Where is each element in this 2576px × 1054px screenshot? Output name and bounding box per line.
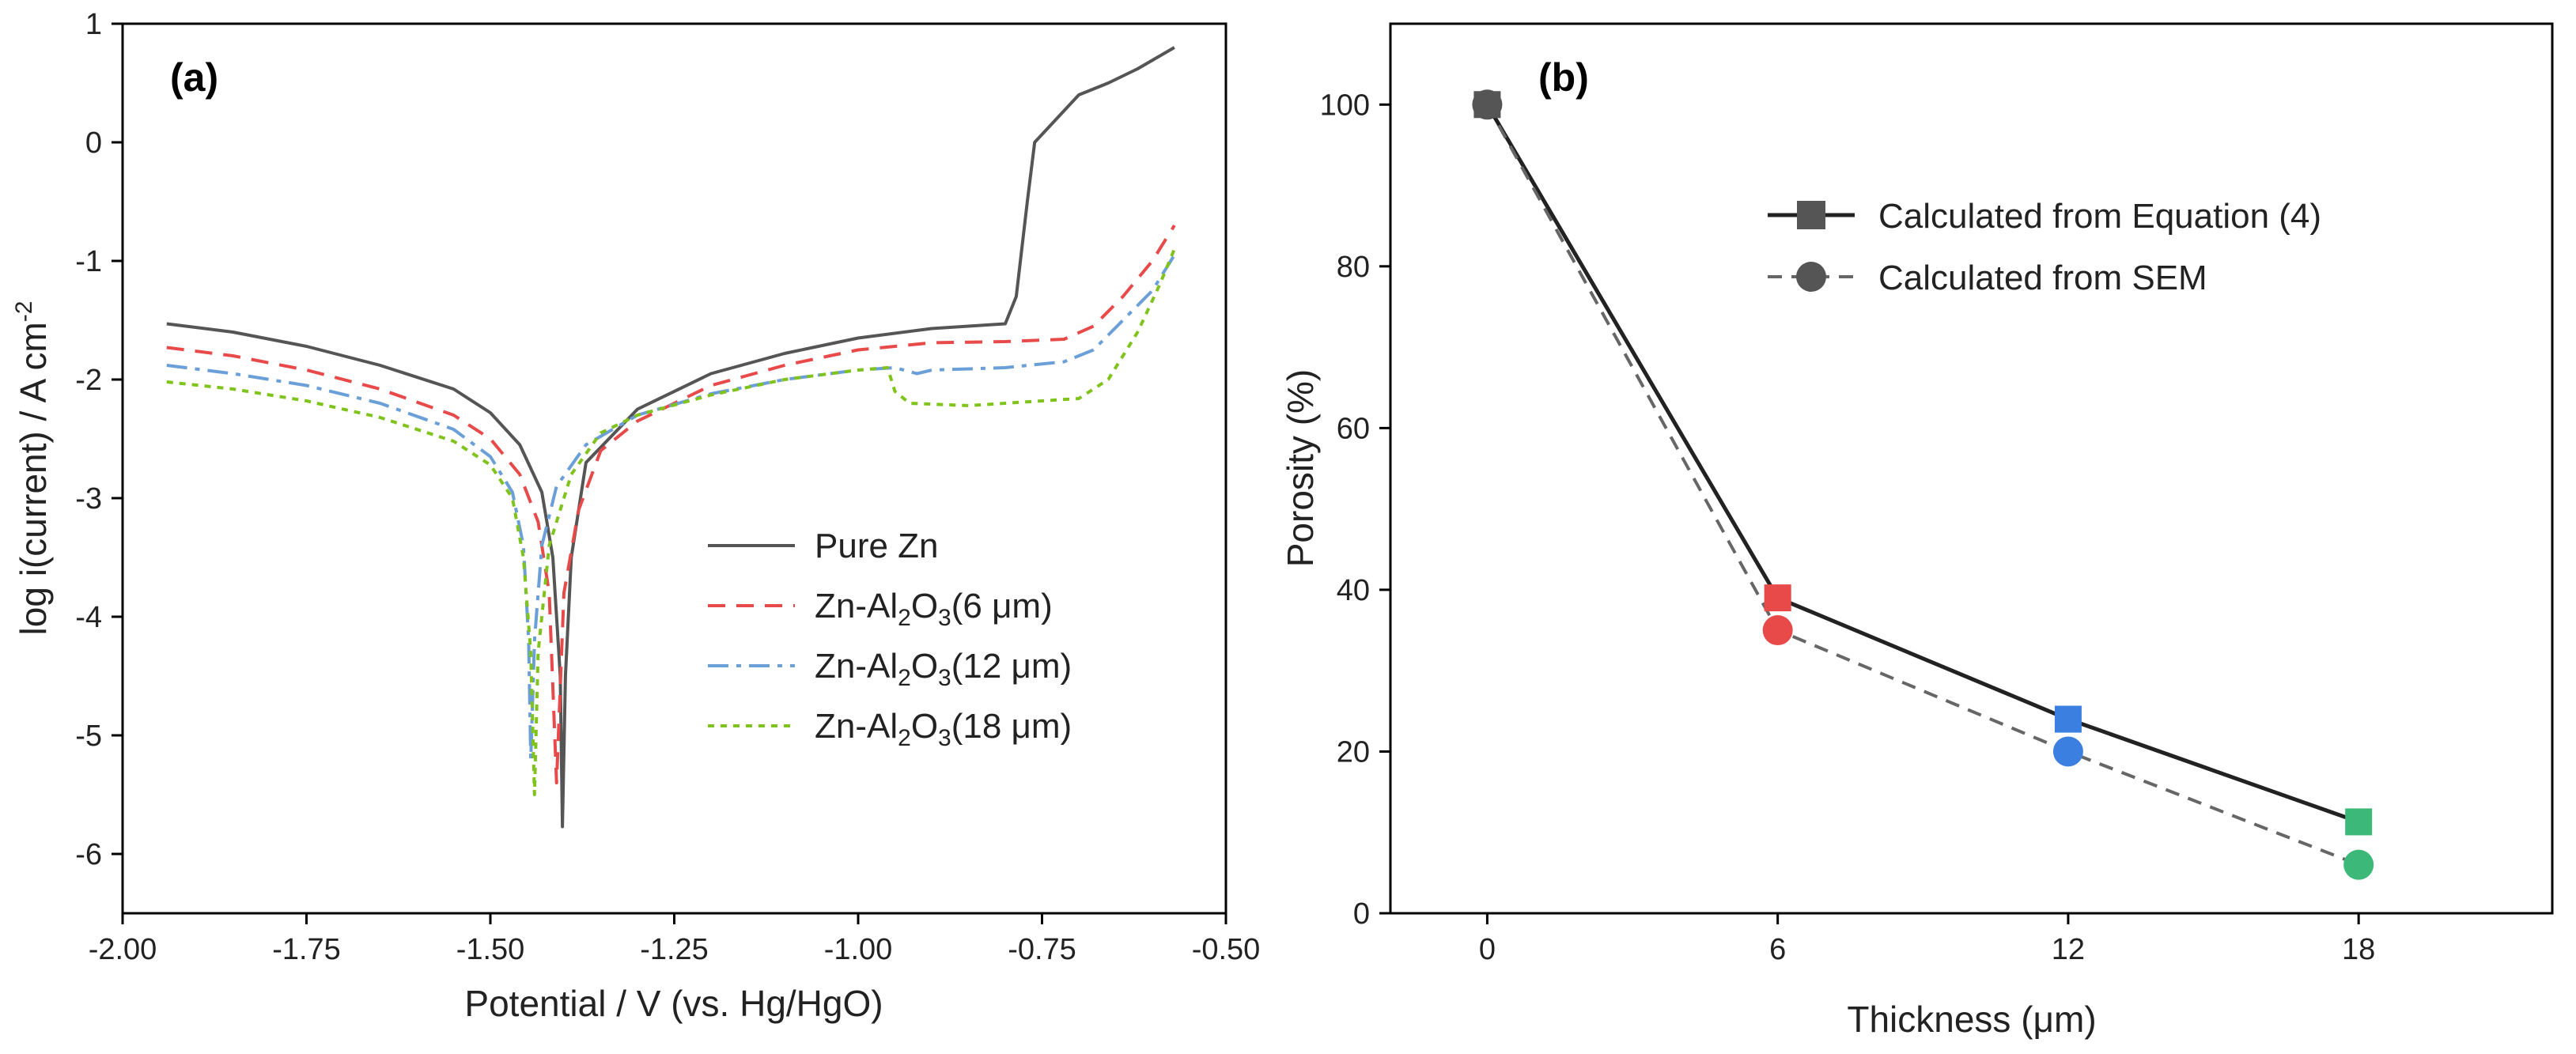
y-tick-label-a-7: -6 [75, 838, 102, 871]
series-lines-b [1485, 104, 2360, 867]
y-tick-label-b-1: 20 [1337, 735, 1370, 769]
legend-18um-end: (18 μm) [951, 707, 1072, 746]
legend-6um-end: (6 μm) [951, 587, 1053, 625]
legend-label-pure-zn: Pure Zn [815, 527, 939, 565]
legend-6um-sub1: 2 [898, 605, 911, 631]
legend-6um-sub2: 3 [938, 605, 951, 631]
y-axis-label-a-text: log i(current) / A cm [13, 322, 54, 635]
series-line-b-calculated-from-equation-4 [1485, 104, 2360, 824]
x-tick-label-b-3: 18 [2342, 933, 2375, 966]
x-axis-label-b: Thickness (μm) [1847, 999, 2096, 1040]
legend-swatch-equation-marker [1797, 201, 1825, 229]
legend-12um-a: Zn-Al [815, 647, 898, 686]
legend-swatch-sem-marker [1796, 262, 1826, 292]
legend-18um-sub1: 2 [898, 725, 911, 751]
series-group-a [166, 46, 1176, 829]
legend-12um-mid: O [911, 647, 938, 686]
marker-b-calculated-from-sem-18 [2343, 849, 2374, 880]
legend-6um-a: Zn-Al [815, 587, 898, 625]
series-line-a-pure-zn [166, 46, 1175, 829]
x-tick-label-a-3: -1.25 [640, 933, 709, 966]
x-tick-label-b-0: 0 [1479, 933, 1496, 966]
y-tick-label-b-4: 80 [1337, 251, 1370, 284]
x-tick-label-a-4: -1.00 [824, 933, 893, 966]
legend-12um-end: (12 μm) [951, 647, 1072, 686]
panel-b: 0 6 12 18 0 20 40 60 80 100 (b) Thickness (μm) P… [1280, 22, 2554, 1040]
series-line-a-zn-al2o3-12-m [166, 254, 1176, 761]
y-tick-label-a-6: -5 [75, 720, 102, 753]
y-tick-label-a-4: -3 [75, 482, 102, 516]
y-tick-label-a-1: 0 [85, 127, 102, 160]
x-tick-label-a-2: -1.50 [456, 933, 525, 966]
y-tick-label-b-2: 40 [1337, 574, 1370, 607]
marker-b-calculated-from-equation-4-6 [1764, 584, 1791, 612]
y-tick-label-a-2: -1 [75, 245, 102, 278]
legend-b: Calculated from Equation (4) Calculated … [1768, 197, 2321, 297]
legend-12um-sub1: 2 [898, 665, 911, 691]
plot-frame-a [121, 22, 1227, 915]
y-ticks-a: 1 0 -1 -2 -3 -4 -5 -6 [75, 8, 123, 871]
legend-a: Pure Zn Zn-Al2O3(6 μm) Zn-Al2O3(12 μm) Z… [708, 527, 1072, 751]
legend-18um-mid: O [911, 707, 938, 746]
y-ticks-b: 0 20 40 60 80 100 [1320, 89, 1390, 931]
legend-6um-mid: O [911, 587, 938, 625]
y-tick-label-a-3: -2 [75, 364, 102, 397]
marker-b-calculated-from-sem-12 [2052, 736, 2083, 767]
marker-b-calculated-from-equation-4-18 [2345, 808, 2373, 836]
legend-label-18um: Zn-Al2O3(18 μm) [815, 707, 1072, 751]
x-tick-label-a-6: -0.50 [1192, 933, 1261, 966]
series-markers-b [1472, 89, 2374, 880]
plot-frame-b [1389, 22, 2554, 915]
x-ticks-b: 0 6 12 18 [1479, 913, 2375, 966]
legend-12um-sub2: 3 [938, 665, 951, 691]
y-tick-label-a-0: 1 [85, 8, 102, 41]
x-tick-label-a-0: -2.00 [89, 933, 157, 966]
marker-b-calculated-from-sem-6 [1762, 615, 1793, 646]
x-tick-label-a-1: -1.75 [272, 933, 341, 966]
x-tick-label-a-5: -0.75 [1008, 933, 1076, 966]
y-axis-label-a-sup: -2 [11, 301, 37, 323]
series-line-a-zn-al2o3-6-m [166, 224, 1176, 784]
x-ticks-a: -2.00 -1.75 -1.50 -1.25 -1.00 -0.75 -0.50 [89, 913, 1261, 966]
legend-18um-a: Zn-Al [815, 707, 898, 746]
legend-label-sem: Calculated from SEM [1878, 259, 2207, 297]
marker-b-calculated-from-equation-4-12 [2054, 705, 2082, 733]
x-tick-label-b-2: 12 [2052, 933, 2085, 966]
series-line-b-calculated-from-sem [1485, 104, 2359, 867]
y-tick-label-b-5: 100 [1320, 89, 1370, 122]
y-tick-label-b-0: 0 [1353, 897, 1370, 931]
y-axis-label-a: log i(current) / A cm-2 [11, 301, 54, 636]
panel-label-a: (a) [170, 55, 218, 100]
panel-label-b: (b) [1538, 55, 1589, 100]
legend-label-6um: Zn-Al2O3(6 μm) [815, 587, 1053, 631]
x-tick-label-b-1: 6 [1769, 933, 1786, 966]
x-axis-label-a: Potential / V (vs. Hg/HgO) [464, 983, 883, 1024]
y-axis-label-b: Porosity (%) [1280, 369, 1321, 567]
panel-a: -2.00 -1.75 -1.50 -1.25 -1.00 -0.75 -0.50 1 0 -1… [11, 8, 1260, 1024]
marker-b-calculated-from-sem-0 [1472, 89, 1503, 120]
legend-label-equation: Calculated from Equation (4) [1878, 197, 2321, 236]
legend-18um-sub2: 3 [938, 725, 951, 751]
legend-label-12um: Zn-Al2O3(12 μm) [815, 647, 1072, 691]
y-tick-label-a-5: -4 [75, 601, 102, 634]
y-tick-label-b-3: 60 [1337, 412, 1370, 445]
